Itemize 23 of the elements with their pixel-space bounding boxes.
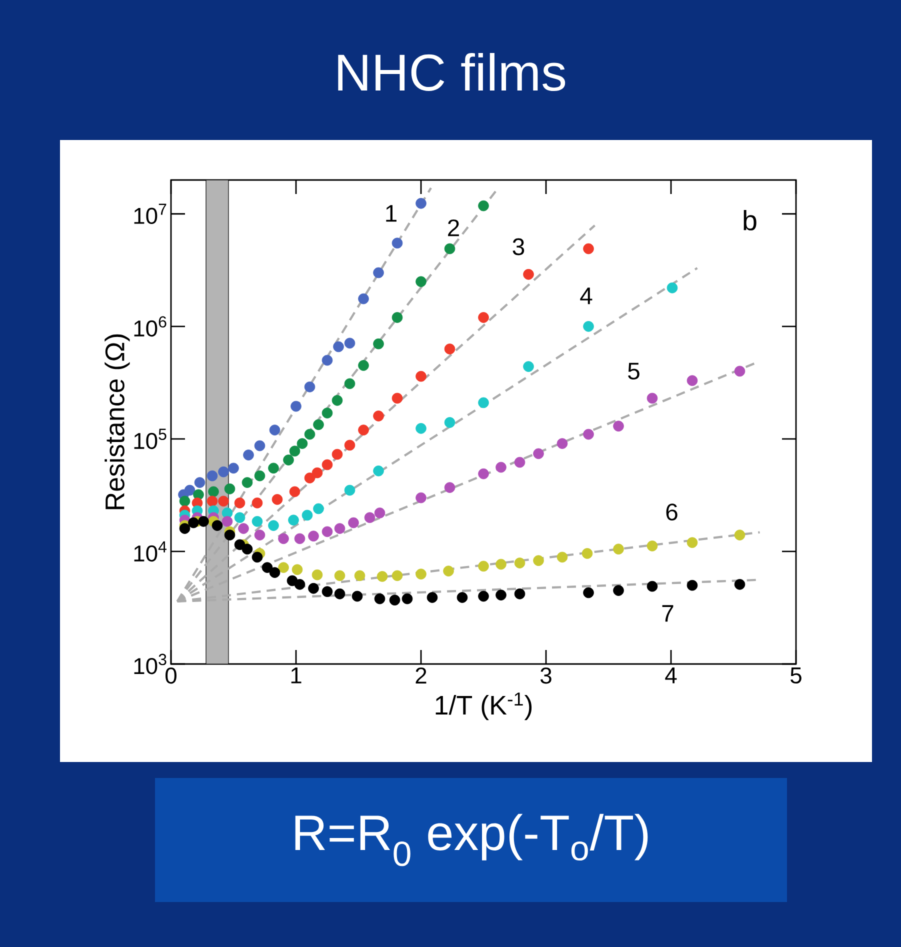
text: R=R$_{0}$ exp(-T$_{o}$/T) bbox=[295, 814, 648, 866]
x-tick-label: 0 bbox=[166, 668, 176, 684]
y-tick-label: 10$^{3}$ bbox=[134, 654, 166, 674]
y-tick-label: 10$^{4}$ bbox=[134, 541, 167, 562]
series-label: 2 bbox=[448, 219, 459, 236]
y-tick-label: 10$^{6}$ bbox=[134, 316, 166, 337]
series-label: 6 bbox=[666, 504, 678, 520]
series-label: 7 bbox=[662, 605, 674, 622]
x-tick-label: 2 bbox=[416, 668, 426, 684]
x-tick-label: 3 bbox=[540, 668, 552, 684]
y-tick-label: 10$^{7}$ bbox=[134, 204, 166, 224]
series-label: 3 bbox=[512, 238, 524, 256]
x-tick-label: 5 bbox=[790, 668, 802, 684]
x-tick-label: 1 bbox=[291, 668, 302, 684]
y-axis-title: Resistance (Ω) bbox=[104, 334, 130, 510]
series-label: 5 bbox=[628, 362, 640, 380]
annotation: b bbox=[744, 210, 756, 230]
series-label: 1 bbox=[386, 205, 396, 222]
chart-title: NHC films bbox=[338, 52, 566, 92]
x-axis-title: 1/T (K$^{-1}$) bbox=[436, 692, 532, 720]
series-label: 4 bbox=[580, 288, 592, 304]
x-tick-label: 4 bbox=[665, 668, 677, 684]
y-tick-label: 10$^{5}$ bbox=[134, 428, 166, 450]
